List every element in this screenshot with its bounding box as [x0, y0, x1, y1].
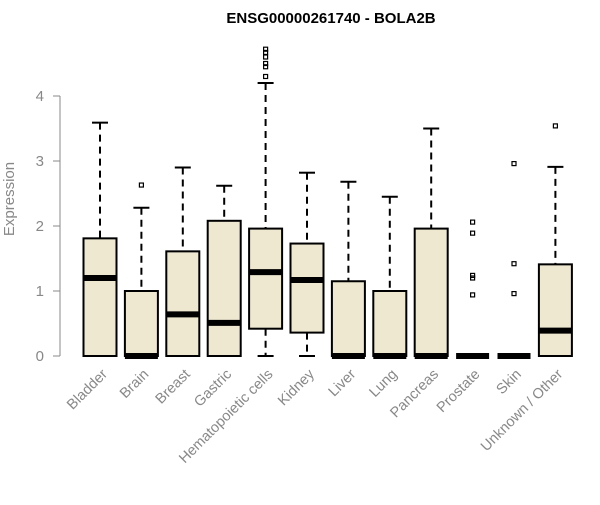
y-axis: 0 1 2 3 4 — [36, 88, 61, 365]
x-tick-label: Breast — [153, 367, 194, 408]
boxes — [82, 46, 573, 359]
x-tick-label: Brain — [117, 367, 152, 402]
outlier-point — [263, 46, 269, 52]
box-group — [123, 182, 159, 359]
box-group — [413, 127, 449, 359]
outlier-point — [470, 219, 476, 225]
y-tick-label: 1 — [36, 283, 44, 300]
outlier-point — [511, 261, 517, 267]
x-tick-label: Skin — [494, 367, 525, 398]
outlier-point — [263, 73, 269, 80]
outlier-point — [263, 49, 269, 56]
box-group — [248, 46, 284, 357]
x-tick-label: Bladder — [64, 366, 111, 413]
box-group — [497, 161, 531, 359]
y-axis-label: Expression — [1, 162, 18, 236]
outlier-point — [552, 123, 559, 129]
outlier-point — [263, 60, 269, 67]
x-tick-label: Prostate — [434, 367, 483, 416]
box — [372, 290, 408, 357]
box-group — [372, 195, 408, 359]
outlier-point — [511, 291, 517, 297]
box — [330, 280, 366, 357]
box — [413, 227, 449, 358]
box — [82, 237, 118, 358]
box — [248, 227, 284, 330]
y-tick-label: 3 — [36, 153, 44, 170]
box — [165, 250, 201, 358]
outlier-point — [263, 64, 269, 70]
outlier-point — [470, 275, 476, 281]
box-group — [206, 184, 242, 357]
box-group — [289, 171, 325, 357]
outlier-point — [470, 272, 476, 278]
chart-title: ENSG00000261740 - BOLA2B — [226, 10, 435, 27]
x-tick-label: Liver — [326, 366, 360, 400]
box-group — [537, 123, 573, 358]
y-tick-label: 4 — [36, 88, 44, 105]
y-tick-label: 0 — [36, 348, 44, 365]
box — [206, 219, 242, 357]
box — [289, 242, 325, 334]
x-tick-label: Kidney — [275, 366, 318, 409]
box-group — [330, 180, 366, 359]
box-group — [456, 219, 490, 359]
outlier-point — [470, 292, 476, 298]
outlier-point — [138, 182, 144, 188]
box-group — [165, 166, 201, 358]
outlier-point — [511, 161, 517, 167]
box-group — [82, 121, 118, 358]
outlier-point — [263, 54, 269, 60]
outlier-point — [470, 230, 476, 236]
y-tick-label: 2 — [36, 218, 44, 235]
box — [123, 290, 159, 357]
box — [537, 263, 573, 358]
x-tick-label: Lung — [366, 367, 400, 401]
